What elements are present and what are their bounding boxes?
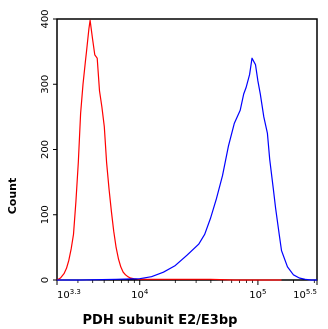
y-tick-label: 200 [40, 140, 51, 159]
x-tick-exponent: 5.5 [306, 288, 317, 296]
x-tick-label: 105.5 [293, 288, 317, 301]
x-tick-label: 105 [249, 288, 266, 301]
y-tick-label: 300 [40, 75, 51, 94]
y-tick-label: 0 [40, 277, 51, 283]
x-tick-base: 10 [293, 290, 306, 301]
x-tick-exponent: 3.3 [70, 288, 81, 296]
x-tick-base: 10 [57, 290, 70, 301]
y-axis-label: Count [6, 178, 19, 215]
x-tick-label: 103.3 [57, 288, 81, 301]
x-tick-exponent: 4 [144, 288, 149, 296]
x-tick-label: 104 [131, 288, 149, 301]
x-tick-base: 10 [131, 290, 144, 301]
x-axis-label: PDH subunit E2/E3bp [83, 313, 238, 328]
series-line-2 [57, 57, 317, 281]
x-tick-base: 10 [249, 290, 262, 301]
series-line-1 [56, 19, 282, 281]
plot-frame [56, 18, 318, 281]
y-tick-label: 100 [40, 205, 51, 224]
y-tick-label: 400 [40, 9, 51, 28]
x-tick-exponent: 5 [262, 288, 266, 296]
